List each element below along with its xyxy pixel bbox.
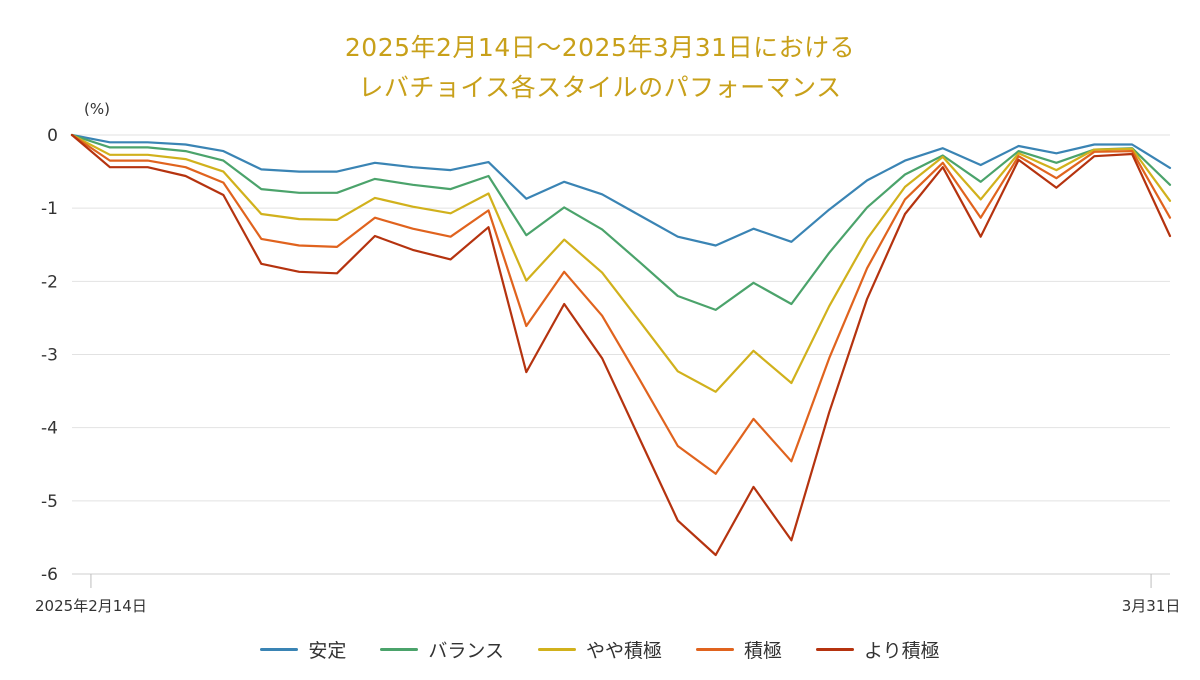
y-tick-label: -2 (41, 272, 58, 292)
legend-item[interactable]: バランス (380, 636, 504, 663)
chart-title-line-1: 2025年2月14日〜2025年3月31日における (344, 33, 856, 62)
series-line (70, 133, 1172, 311)
y-axis-unit-label: (%) (84, 100, 110, 118)
series-line (70, 133, 1172, 393)
legend-label: より積極 (864, 640, 940, 662)
chart-title: 2025年2月14日〜2025年3月31日における レバチョイス各スタイルのパフ… (0, 28, 1200, 108)
legend-swatch (537, 648, 576, 651)
series-lines (70, 133, 1172, 557)
y-tick-label: -4 (41, 419, 58, 439)
legend: 安定 バランス やや積極 積極 より積極 (0, 636, 1200, 663)
series-line (70, 133, 1172, 475)
legend-item[interactable]: やや積極 (537, 636, 662, 663)
legend-swatch (816, 648, 855, 651)
y-tick-label: -5 (41, 492, 58, 512)
legend-label: 積極 (744, 640, 783, 662)
y-axis-ticks: 0 -1 -2 -3 -4 -5 -6 (41, 126, 58, 585)
legend-label: やや積極 (585, 640, 662, 662)
legend-label: 安定 (308, 640, 347, 662)
x-tick-label: 2025年2月14日 (35, 597, 147, 615)
series-line (70, 133, 1172, 557)
series-line (70, 133, 1172, 247)
legend-swatch (380, 648, 419, 651)
legend-swatch (260, 648, 299, 651)
x-tick-label: 3月31日 (1122, 597, 1181, 615)
chart-title-line-2: レバチョイス各スタイルのパフォーマンス (358, 73, 842, 102)
legend-item[interactable]: 安定 (260, 636, 346, 663)
y-tick-label: -6 (41, 565, 58, 585)
legend-swatch (696, 648, 734, 651)
legend-item[interactable]: より積極 (816, 636, 940, 663)
y-tick-label: 0 (47, 126, 58, 146)
y-tick-label: -1 (41, 199, 58, 219)
y-tick-label: -3 (41, 346, 58, 366)
x-axis-ticks: 2025年2月14日 3月31日 (35, 574, 1180, 615)
legend-label: バランス (428, 640, 504, 662)
grid-lines (72, 134, 1170, 575)
legend-item[interactable]: 積極 (696, 636, 782, 663)
